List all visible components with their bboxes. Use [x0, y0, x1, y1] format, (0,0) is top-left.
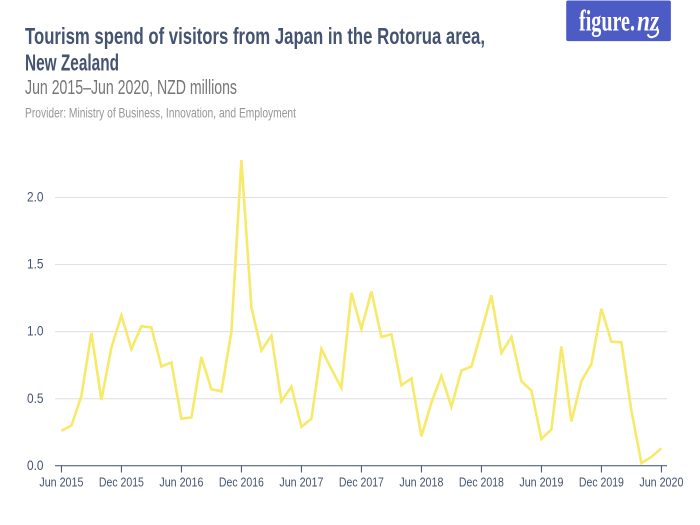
svg-text:Jun 2015: Jun 2015	[39, 475, 83, 490]
svg-text:Jun 2018: Jun 2018	[399, 475, 443, 490]
svg-text:Dec 2016: Dec 2016	[219, 475, 264, 490]
svg-text:0.0: 0.0	[27, 457, 44, 473]
svg-text:2.0: 2.0	[27, 189, 44, 205]
svg-text:1.5: 1.5	[27, 256, 44, 272]
svg-text:Jun 2017: Jun 2017	[279, 475, 323, 490]
svg-text:Provider: Ministry of Business: Provider: Ministry of Business, Innovati…	[25, 105, 296, 120]
svg-text:New Zealand: New Zealand	[25, 50, 119, 76]
svg-text:Dec 2018: Dec 2018	[459, 475, 504, 490]
svg-text:nz: nz	[637, 5, 659, 38]
svg-text:Jun 2020: Jun 2020	[639, 475, 683, 490]
svg-text:Jun 2016: Jun 2016	[159, 475, 203, 490]
svg-text:Jun 2019: Jun 2019	[519, 475, 563, 490]
svg-text:Tourism spend of visitors from: Tourism spend of visitors from Japan in …	[25, 23, 485, 49]
svg-text:Jun 2015–Jun 2020, NZD million: Jun 2015–Jun 2020, NZD millions	[25, 77, 237, 99]
svg-text:figure.: figure.	[579, 5, 635, 38]
svg-text:Dec 2019: Dec 2019	[579, 475, 624, 490]
svg-text:0.5: 0.5	[27, 390, 44, 406]
svg-text:1.0: 1.0	[27, 323, 44, 339]
svg-text:Dec 2015: Dec 2015	[99, 475, 144, 490]
svg-text:Dec 2017: Dec 2017	[339, 475, 384, 490]
